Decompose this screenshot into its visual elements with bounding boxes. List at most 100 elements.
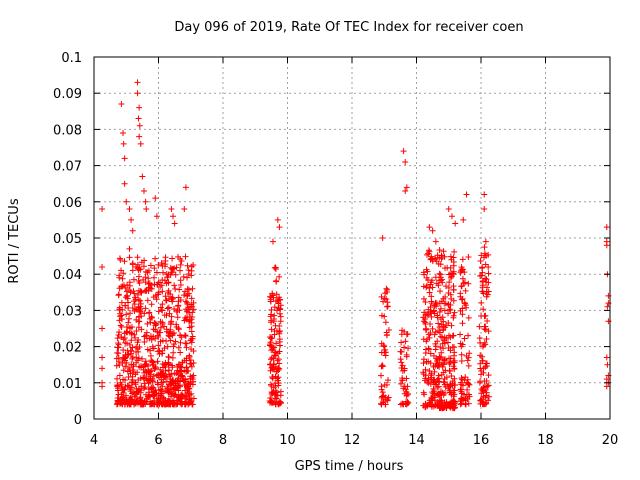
data-point <box>267 381 274 388</box>
data-point <box>430 352 437 359</box>
data-point <box>480 369 487 376</box>
chart-title: Day 096 of 2019, Rate Of TEC Index for r… <box>174 20 523 35</box>
data-point <box>138 313 145 320</box>
data-point <box>439 254 446 261</box>
data-point <box>131 301 138 308</box>
data-point <box>269 374 276 381</box>
data-point <box>135 273 142 280</box>
data-point <box>152 255 159 262</box>
data-point <box>173 394 180 401</box>
data-point <box>144 335 151 342</box>
data-point <box>461 279 468 286</box>
data-point <box>267 361 274 368</box>
data-point <box>130 276 137 283</box>
data-point <box>140 263 147 270</box>
data-point <box>137 297 144 304</box>
data-point <box>128 350 135 357</box>
data-point <box>481 325 488 332</box>
data-point <box>169 379 176 386</box>
data-point <box>457 269 464 276</box>
data-point <box>125 304 132 311</box>
data-point <box>168 371 175 378</box>
data-point <box>164 343 171 350</box>
data-point <box>465 380 472 387</box>
data-point <box>421 391 428 398</box>
data-point <box>423 282 430 289</box>
data-point <box>423 251 430 258</box>
data-point <box>446 355 453 362</box>
data-point <box>122 352 129 359</box>
data-point <box>99 263 106 270</box>
data-point <box>442 294 449 301</box>
data-point <box>130 379 137 386</box>
x-tick-label: 16 <box>473 433 490 448</box>
data-point <box>180 377 187 384</box>
data-point <box>114 395 121 402</box>
data-point <box>142 384 149 391</box>
data-point <box>420 295 427 302</box>
data-point <box>99 365 106 372</box>
data-point <box>459 395 466 402</box>
data-point <box>174 314 181 321</box>
data-point <box>174 367 181 374</box>
data-point <box>142 198 149 205</box>
data-point <box>604 361 611 368</box>
data-point <box>480 393 487 400</box>
data-point <box>121 258 128 265</box>
data-point <box>148 285 155 292</box>
data-point <box>147 398 154 405</box>
data-point <box>173 308 180 315</box>
data-point <box>182 288 189 295</box>
data-point <box>451 309 458 316</box>
x-axis-label: GPS time / hours <box>295 459 404 474</box>
data-point <box>458 296 465 303</box>
data-point <box>421 377 428 384</box>
data-point <box>182 314 189 321</box>
data-point <box>423 266 430 273</box>
data-point <box>446 367 453 374</box>
data-point <box>426 224 433 231</box>
data-point <box>603 224 610 231</box>
data-point <box>276 322 283 329</box>
data-point <box>465 254 472 261</box>
data-point <box>267 367 274 374</box>
data-point <box>397 380 404 387</box>
data-point <box>163 280 170 287</box>
data-point <box>434 391 441 398</box>
data-point <box>384 303 391 310</box>
data-point <box>448 322 455 329</box>
data-point <box>436 329 443 336</box>
data-point <box>422 299 429 306</box>
data-point <box>269 290 276 297</box>
data-point <box>457 290 464 297</box>
data-point <box>435 282 442 289</box>
data-point <box>267 334 274 341</box>
data-point <box>120 140 127 147</box>
data-point <box>436 398 443 405</box>
data-point <box>135 324 142 331</box>
data-point <box>426 289 433 296</box>
data-point <box>122 383 129 390</box>
data-point <box>437 316 444 323</box>
data-point <box>445 383 452 390</box>
data-point <box>183 344 190 351</box>
data-point <box>171 306 178 313</box>
data-point <box>275 367 282 374</box>
data-point <box>447 347 454 354</box>
data-point <box>189 285 196 292</box>
data-point <box>484 317 491 324</box>
data-point <box>462 374 469 381</box>
data-point <box>145 367 152 374</box>
data-point <box>143 375 150 382</box>
y-tick-label: 0.04 <box>53 268 82 283</box>
data-point <box>432 328 439 335</box>
data-point <box>177 332 184 339</box>
data-point <box>465 400 472 407</box>
data-point <box>162 364 169 371</box>
data-point <box>137 394 144 401</box>
data-point <box>432 402 439 409</box>
data-point <box>180 273 187 280</box>
data-point <box>117 313 124 320</box>
data-point <box>450 387 457 394</box>
data-point <box>446 403 453 410</box>
